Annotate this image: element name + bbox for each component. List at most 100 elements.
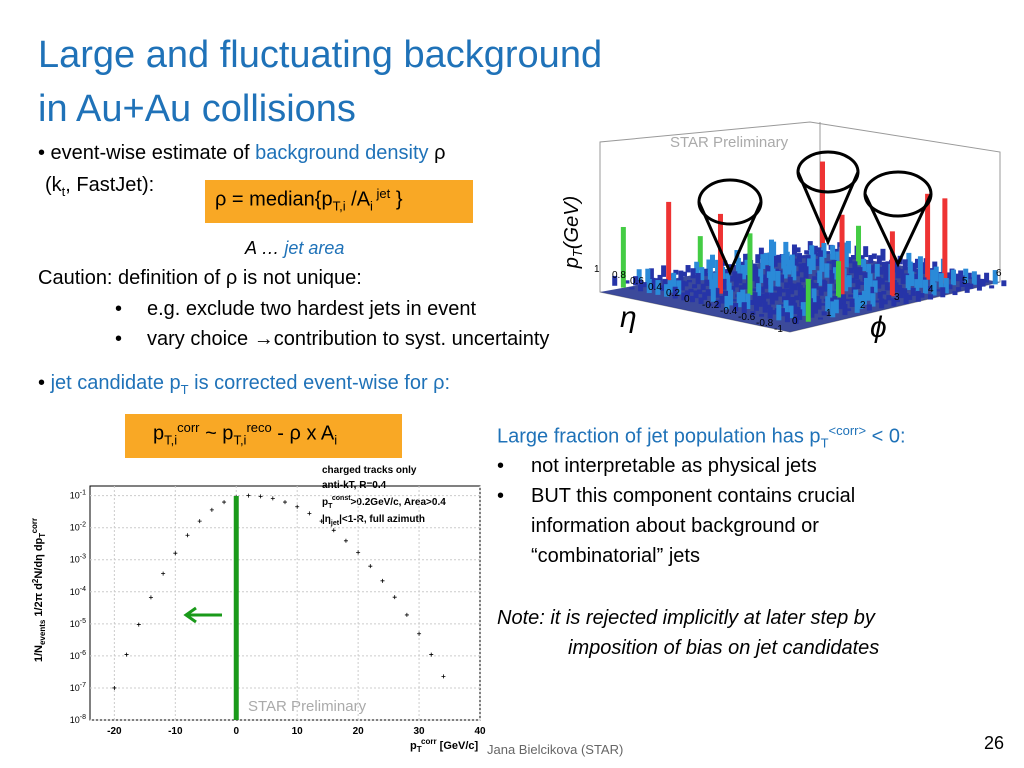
- lego-bar: [940, 287, 946, 298]
- right-heading: Large fraction of jet population has pT<…: [497, 423, 906, 451]
- lego-bar: [793, 316, 799, 324]
- tick-label: 3: [894, 292, 900, 303]
- lego-bar: [689, 295, 695, 303]
- lego-bar: [853, 289, 859, 303]
- data-point: [270, 496, 275, 501]
- lego-bar: [845, 240, 851, 254]
- lego-bar: [932, 261, 938, 272]
- lego-bar: [672, 286, 678, 299]
- lego-bar: [859, 255, 865, 262]
- lego-bar: [710, 254, 715, 268]
- lego-bar: [956, 287, 962, 292]
- lego-bar: [757, 295, 763, 307]
- lego-bar: [707, 267, 713, 282]
- lego-bar: [786, 259, 792, 275]
- sub: T: [820, 435, 829, 451]
- text: 1/N: [33, 645, 45, 662]
- lego-bar: [728, 289, 734, 306]
- sub: T: [38, 533, 47, 538]
- text: ρ:: [433, 372, 451, 394]
- lego-bar: [802, 262, 808, 269]
- lego-bar: [697, 289, 703, 295]
- text: 1/2π d: [33, 583, 45, 620]
- lego-bar: [817, 250, 823, 262]
- tick-label: 0: [684, 294, 690, 305]
- lego-bar: [800, 302, 806, 316]
- title-line: Large and fluctuating background: [38, 34, 603, 76]
- lego-bar: [833, 299, 839, 314]
- lego-bar: [681, 292, 687, 301]
- lego-bar: [785, 288, 791, 299]
- tick-label: 2: [860, 300, 866, 311]
- lego-bar: [788, 305, 794, 319]
- lego-bar: [954, 273, 960, 282]
- tick-base: 10: [70, 491, 80, 501]
- lego-bar: [723, 290, 729, 300]
- lego-bar: [664, 284, 670, 297]
- lego-bar: [830, 245, 836, 260]
- lego-bar: [861, 258, 867, 272]
- text: • event-wise estimate of: [38, 142, 256, 164]
- lego-bar: [800, 255, 806, 259]
- lego-bar: [902, 288, 908, 295]
- lego-bar: [705, 289, 711, 296]
- data-point: [173, 551, 178, 556]
- lego-bar: [809, 306, 815, 318]
- lego-bar: [809, 245, 815, 261]
- lego-bar: [898, 287, 904, 299]
- lego-bar: [736, 292, 742, 308]
- lego-bar: [724, 295, 730, 310]
- lego-bar: [693, 290, 699, 299]
- lego-bar: [820, 279, 826, 282]
- lego-bar: [855, 279, 861, 290]
- eta-label: η: [620, 301, 637, 334]
- lego-bar: [624, 280, 630, 284]
- data-point: [246, 493, 251, 498]
- lego-bar: [744, 259, 750, 276]
- note: Note: it is rejected implicitly at later…: [497, 607, 875, 629]
- text: ρ = median{p: [215, 188, 333, 211]
- sub: T: [180, 382, 189, 397]
- lego-bar: [819, 256, 825, 272]
- lego-bar: [768, 280, 774, 295]
- lego-bar: [715, 259, 721, 274]
- lego-bar: [787, 297, 793, 309]
- lego-bar: [976, 280, 982, 291]
- x-tick-label: 40: [474, 726, 486, 737]
- sup: corr: [177, 420, 200, 435]
- lego-bar: [906, 252, 912, 267]
- lego-bar: [883, 268, 889, 281]
- lego-bar: [790, 296, 796, 305]
- tick-label: 0: [792, 316, 798, 327]
- tick-exp: -2: [80, 522, 86, 529]
- lego-bar: [858, 295, 864, 309]
- lego-bar: [676, 280, 682, 295]
- lego-bar: [671, 272, 677, 289]
- lego-bar: [750, 311, 756, 315]
- lego-bar: [891, 298, 897, 307]
- text: background density: [255, 142, 429, 164]
- lego-bar: [818, 287, 824, 296]
- lego-bar: [879, 298, 885, 309]
- data-point: [404, 612, 409, 617]
- formula-box: pT,icorr ~ pT,ireco - ρ x Ai: [125, 414, 402, 458]
- bullet: • jet candidate pT is corrected event-wi…: [38, 372, 450, 397]
- lego-bar: [903, 293, 909, 304]
- lego-bar: [869, 286, 875, 297]
- lego-bar: [754, 276, 760, 287]
- lego-bar: [912, 274, 918, 282]
- lego-bar: [743, 253, 749, 266]
- lego-bar: [881, 291, 887, 295]
- lego-bar: [919, 293, 925, 298]
- lego-bar: [907, 294, 913, 300]
- lego-bar: [756, 283, 762, 297]
- data-point: [307, 511, 312, 516]
- lego-bar: [741, 302, 747, 314]
- lego-bar: [753, 298, 759, 311]
- lego-bar: [870, 293, 876, 307]
- sup: corr: [421, 737, 437, 746]
- formula-box: ρ = median{pT,i /Ai jet }: [205, 180, 473, 223]
- text: >0.2GeV/c, Area>0.4: [351, 497, 447, 508]
- lego-bar: [915, 290, 921, 302]
